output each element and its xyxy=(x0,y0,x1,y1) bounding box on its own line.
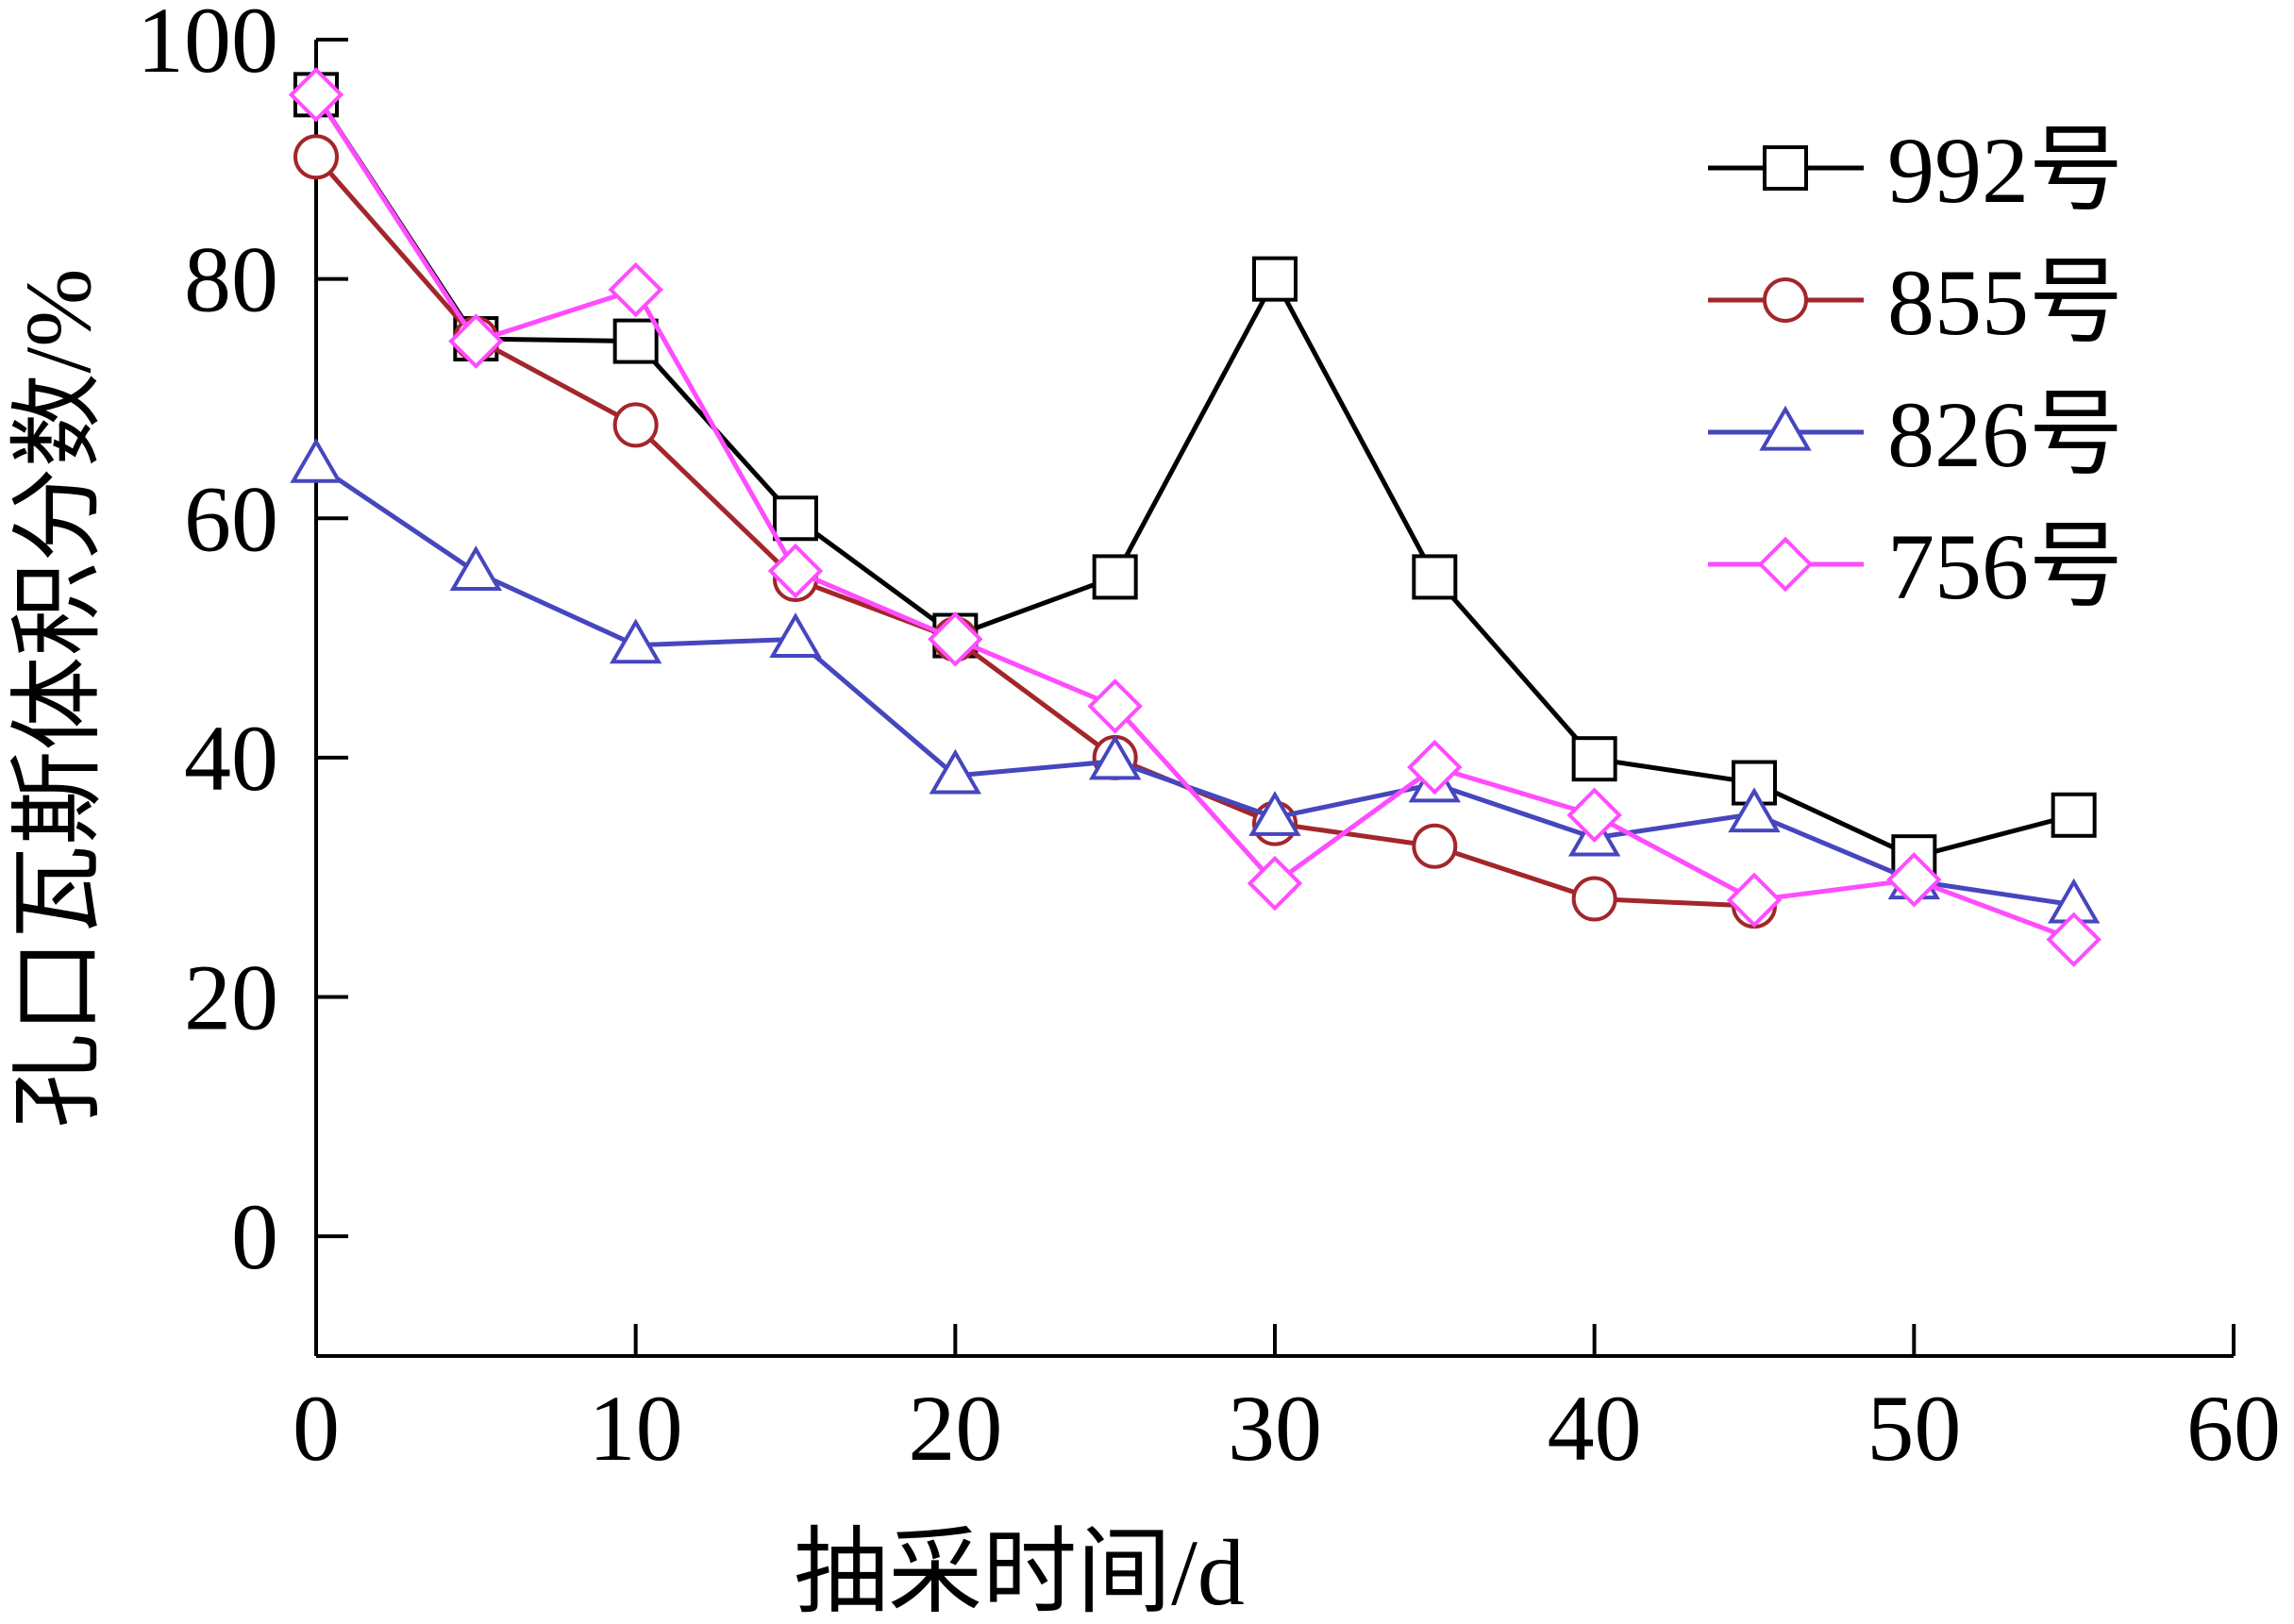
marker xyxy=(1726,872,1783,929)
marker xyxy=(1728,787,1781,833)
marker xyxy=(290,438,343,483)
marker xyxy=(293,134,339,180)
series-line xyxy=(313,92,2075,860)
marker xyxy=(1088,734,1142,780)
y-tick-label: 60 xyxy=(184,466,278,571)
marker xyxy=(609,618,662,664)
legend-label: 992号 xyxy=(1887,118,2123,223)
marker xyxy=(1763,277,1808,323)
y-tick-label: 100 xyxy=(137,0,278,92)
marker xyxy=(1763,145,1808,191)
marker xyxy=(612,318,659,364)
series-line xyxy=(314,462,2075,908)
marker xyxy=(1407,739,1463,795)
marker xyxy=(929,748,982,795)
legend-label: 826号 xyxy=(1887,382,2123,487)
legend-label: 855号 xyxy=(1887,250,2123,355)
marker xyxy=(608,261,663,318)
marker xyxy=(1087,678,1143,734)
marker xyxy=(773,495,818,542)
marker xyxy=(448,313,504,369)
marker xyxy=(1757,536,1814,593)
y-axis-label: 孔口瓦斯体积分数/% xyxy=(6,268,110,1128)
y-tick-label: 0 xyxy=(231,1184,278,1289)
x-tick-label: 50 xyxy=(1867,1376,1961,1481)
marker xyxy=(928,611,983,667)
marker xyxy=(767,543,824,599)
marker xyxy=(1247,855,1303,912)
marker xyxy=(1571,876,1617,922)
series-line xyxy=(314,155,1755,909)
x-tick-label: 60 xyxy=(2186,1376,2281,1481)
marker xyxy=(1412,823,1458,869)
marker xyxy=(288,67,344,123)
series-line xyxy=(313,92,2075,943)
marker xyxy=(2051,792,2097,838)
marker xyxy=(1886,852,1942,908)
marker xyxy=(449,545,503,591)
x-tick-label: 30 xyxy=(1228,1376,1322,1481)
x-tick-label: 40 xyxy=(1548,1376,1642,1481)
marker xyxy=(1566,787,1622,844)
marker xyxy=(1248,791,1301,836)
x-tick-label: 20 xyxy=(908,1376,1002,1481)
marker xyxy=(2046,912,2101,967)
y-tick-label: 80 xyxy=(184,227,278,332)
marker xyxy=(1571,736,1617,782)
marker xyxy=(612,402,659,448)
y-tick-label: 20 xyxy=(184,946,278,1050)
marker xyxy=(1092,554,1138,600)
x-axis-label: 抽采时间/d xyxy=(794,1520,1245,1624)
legend-label: 756号 xyxy=(1887,514,2123,619)
marker xyxy=(769,612,822,658)
marker xyxy=(1412,554,1458,600)
marker xyxy=(1252,256,1298,302)
x-tick-label: 0 xyxy=(293,1376,340,1481)
x-tick-label: 10 xyxy=(589,1376,683,1481)
marker xyxy=(1759,405,1812,451)
y-tick-label: 40 xyxy=(184,706,278,811)
